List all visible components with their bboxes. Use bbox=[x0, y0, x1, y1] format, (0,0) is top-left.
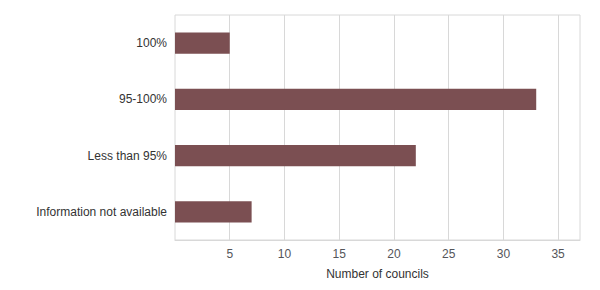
svg-text:100%: 100% bbox=[136, 36, 167, 50]
svg-text:Number of councils: Number of councils bbox=[326, 267, 429, 281]
svg-text:25: 25 bbox=[442, 247, 456, 261]
svg-text:95-100%: 95-100% bbox=[119, 92, 167, 106]
svg-text:Less than 95%: Less than 95% bbox=[88, 149, 168, 163]
svg-text:20: 20 bbox=[387, 247, 401, 261]
svg-text:10: 10 bbox=[278, 247, 292, 261]
svg-text:Information not available: Information not available bbox=[36, 205, 167, 219]
svg-text:30: 30 bbox=[497, 247, 511, 261]
svg-text:15: 15 bbox=[333, 247, 347, 261]
svg-text:35: 35 bbox=[551, 247, 565, 261]
svg-text:5: 5 bbox=[226, 247, 233, 261]
